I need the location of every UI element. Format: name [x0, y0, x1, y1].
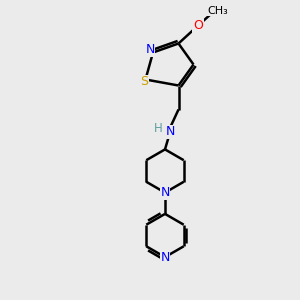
Text: S: S: [140, 75, 148, 88]
Text: CH₃: CH₃: [208, 5, 229, 16]
Text: H: H: [154, 122, 163, 135]
Text: N: N: [160, 251, 170, 264]
Text: N: N: [160, 186, 170, 199]
Text: N: N: [145, 43, 155, 56]
Text: O: O: [193, 19, 203, 32]
Text: N: N: [165, 125, 175, 139]
